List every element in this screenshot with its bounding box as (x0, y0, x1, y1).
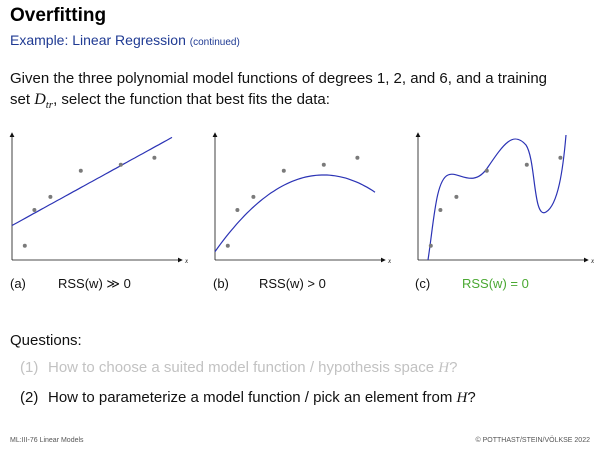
data-point (558, 155, 563, 160)
fit-curve (11, 136, 173, 227)
intro-text: Given the three polynomial model functio… (10, 68, 585, 116)
data-point (152, 155, 157, 160)
intro-line1: Given the three polynomial model functio… (10, 70, 548, 87)
caption-b: (b) (213, 276, 229, 291)
data-point (118, 162, 123, 167)
question-1-symbol: H (438, 360, 450, 376)
question-1-text: How to choose a suited model function / … (48, 359, 439, 376)
data-point (484, 168, 489, 173)
data-point (225, 243, 230, 248)
footer-right: © POTTHAST/STEIN/VÖLKSE 2022 (475, 437, 590, 444)
rss-b: RSS(w) > 0 (259, 276, 326, 291)
x-axis-label: x (387, 257, 392, 265)
plot-panel-c: x (415, 132, 595, 265)
question-2-text: How to parameterize a model function / p… (48, 389, 457, 406)
fit-curve (214, 174, 376, 253)
data-point (48, 194, 53, 199)
intro-line2-suffix: , select the function that best fits the… (53, 91, 330, 108)
subtitle-note: (continued) (189, 37, 240, 48)
x-axis-label: x (590, 257, 595, 265)
question-2-number: (2) (20, 389, 39, 406)
data-point (78, 168, 83, 173)
plot-panel-b: x (212, 132, 392, 265)
slide-subtitle: Example: Linear Regression (continued) (10, 32, 240, 48)
question-1: (1) How to choose a suited model function… (20, 359, 457, 377)
footer-left: ML:III-76 Linear Models (10, 437, 84, 444)
plot-panel-a: x (9, 132, 189, 265)
data-point (428, 243, 433, 248)
data-point (251, 194, 256, 199)
dtr-symbol: Dtr (34, 91, 54, 112)
data-point (438, 208, 443, 212)
questions-heading: Questions: (10, 332, 82, 349)
rss-a: RSS(w) ≫ 0 (58, 276, 131, 291)
data-point (281, 168, 286, 173)
question-1-end: ? (449, 359, 458, 376)
data-point (235, 208, 240, 212)
question-2-end: ? (467, 389, 476, 406)
rss-c: RSS(w) = 0 (462, 276, 529, 291)
x-axis-label: x (184, 257, 189, 265)
data-point (355, 155, 360, 160)
intro-line2-prefix: set (10, 91, 35, 108)
caption-a: (a) (10, 276, 26, 291)
question-2: (2) How to parameterize a model function … (20, 389, 476, 407)
slide-title: Overfitting (10, 5, 107, 26)
fit-curve (427, 134, 567, 261)
question-2-symbol: H (456, 390, 468, 406)
question-1-number: (1) (20, 359, 39, 376)
data-point (22, 243, 27, 248)
caption-c: (c) (415, 276, 431, 291)
data-point (454, 194, 459, 199)
data-point (321, 162, 326, 167)
data-point (524, 162, 529, 167)
subtitle-text: Example: Linear Regression (10, 32, 186, 48)
data-point (32, 208, 37, 212)
